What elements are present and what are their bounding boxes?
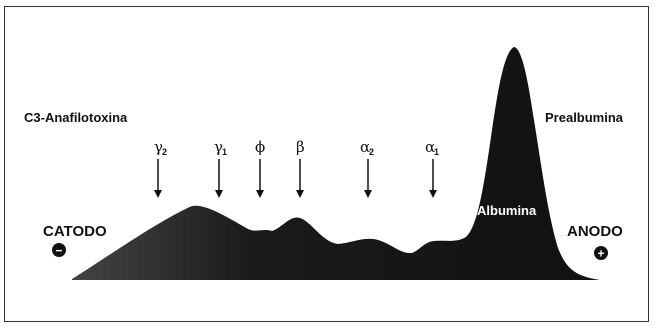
gamma2-symbol: γ	[154, 138, 163, 156]
svg-text:−: −	[55, 244, 62, 258]
prealbumina-label: Prealbumina	[545, 110, 624, 125]
anodo-label: ANODO	[567, 223, 623, 240]
c3-anafilotoxina-label: C3-Anafilotoxina	[24, 110, 128, 125]
alpha2-symbol: α	[360, 138, 370, 156]
fraction-alpha1: α 1	[425, 138, 439, 198]
anode-sign-icon: +	[594, 246, 608, 261]
catodo-label: CATODO	[43, 223, 107, 240]
fraction-alpha2: α 2	[360, 138, 374, 198]
fraction-phi: ϕ	[255, 138, 265, 198]
alpha2-subscript: 2	[369, 147, 374, 157]
gamma1-subscript: 1	[222, 147, 227, 157]
albumina-label: Albumina	[477, 203, 537, 218]
fraction-gamma1: γ 1	[214, 138, 227, 198]
cathode-sign-icon: −	[52, 243, 66, 258]
electrophoresis-curve	[72, 47, 600, 280]
gamma1-symbol: γ	[214, 138, 223, 156]
svg-text:+: +	[597, 247, 604, 261]
alpha1-subscript: 1	[434, 147, 439, 157]
fraction-beta: β	[296, 138, 305, 198]
phi-symbol: ϕ	[255, 138, 265, 156]
gamma2-subscript: 2	[162, 147, 167, 157]
fraction-gamma2: γ 2	[154, 138, 167, 198]
alpha1-symbol: α	[425, 138, 435, 156]
beta-symbol: β	[296, 138, 305, 156]
